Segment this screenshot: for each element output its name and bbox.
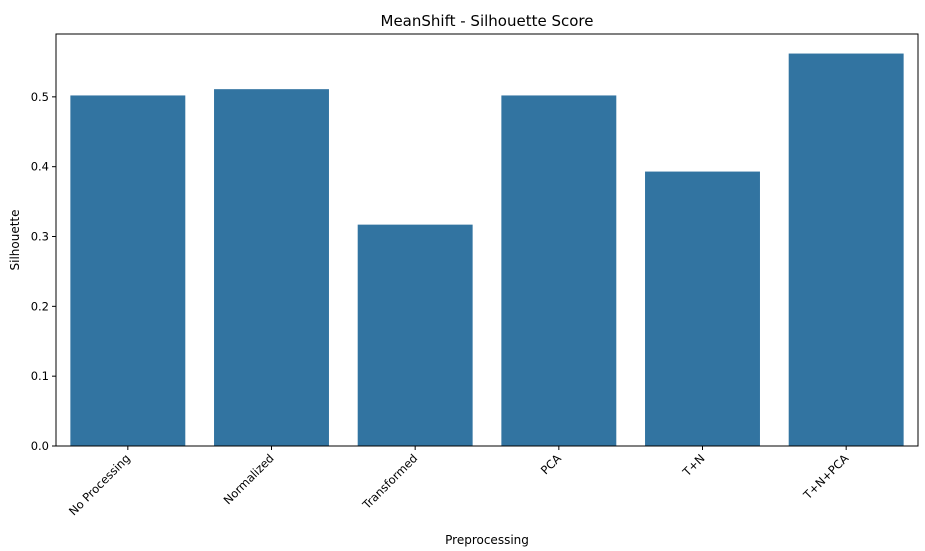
bars-group xyxy=(70,53,904,447)
bar-normalized xyxy=(214,89,329,446)
x-tick-label: T+N xyxy=(679,451,707,479)
y-tick-label: 0.2 xyxy=(31,299,49,313)
plot-frame xyxy=(55,33,919,447)
chart-title: MeanShift - Silhouette Score xyxy=(381,12,594,30)
x-axis-label: Preprocessing xyxy=(445,533,529,547)
bar-t-n xyxy=(645,171,760,446)
bar-no-processing xyxy=(70,95,186,447)
y-axis-label: Silhouette xyxy=(8,209,22,270)
y-tick-label: 0.0 xyxy=(31,439,49,453)
x-tick-label: T+N+PCA xyxy=(800,451,852,503)
y-tick-label: 0.1 xyxy=(31,369,49,383)
bar-transformed xyxy=(357,224,473,446)
y-tick-label: 0.3 xyxy=(31,230,49,244)
x-ticks-group: No Processing Normalized Transformed PCA T+N… xyxy=(66,446,851,518)
x-tick-label: PCA xyxy=(538,451,564,477)
x-tick-label: Transformed xyxy=(359,451,420,512)
bar-pca xyxy=(501,95,617,447)
bar-t-n-pca xyxy=(788,53,904,446)
x-tick-label: Normalized xyxy=(221,451,277,507)
y-tick-label: 0.4 xyxy=(31,160,49,174)
x-tick-label: No Processing xyxy=(66,451,133,518)
y-ticks-group: 0.0 0.1 0.2 0.3 0.4 0.5 xyxy=(31,90,56,453)
y-tick-label: 0.5 xyxy=(31,90,49,104)
